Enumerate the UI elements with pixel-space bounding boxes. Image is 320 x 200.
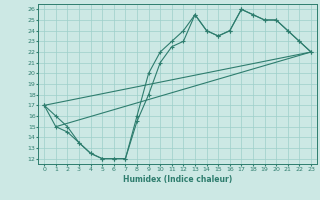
X-axis label: Humidex (Indice chaleur): Humidex (Indice chaleur): [123, 175, 232, 184]
